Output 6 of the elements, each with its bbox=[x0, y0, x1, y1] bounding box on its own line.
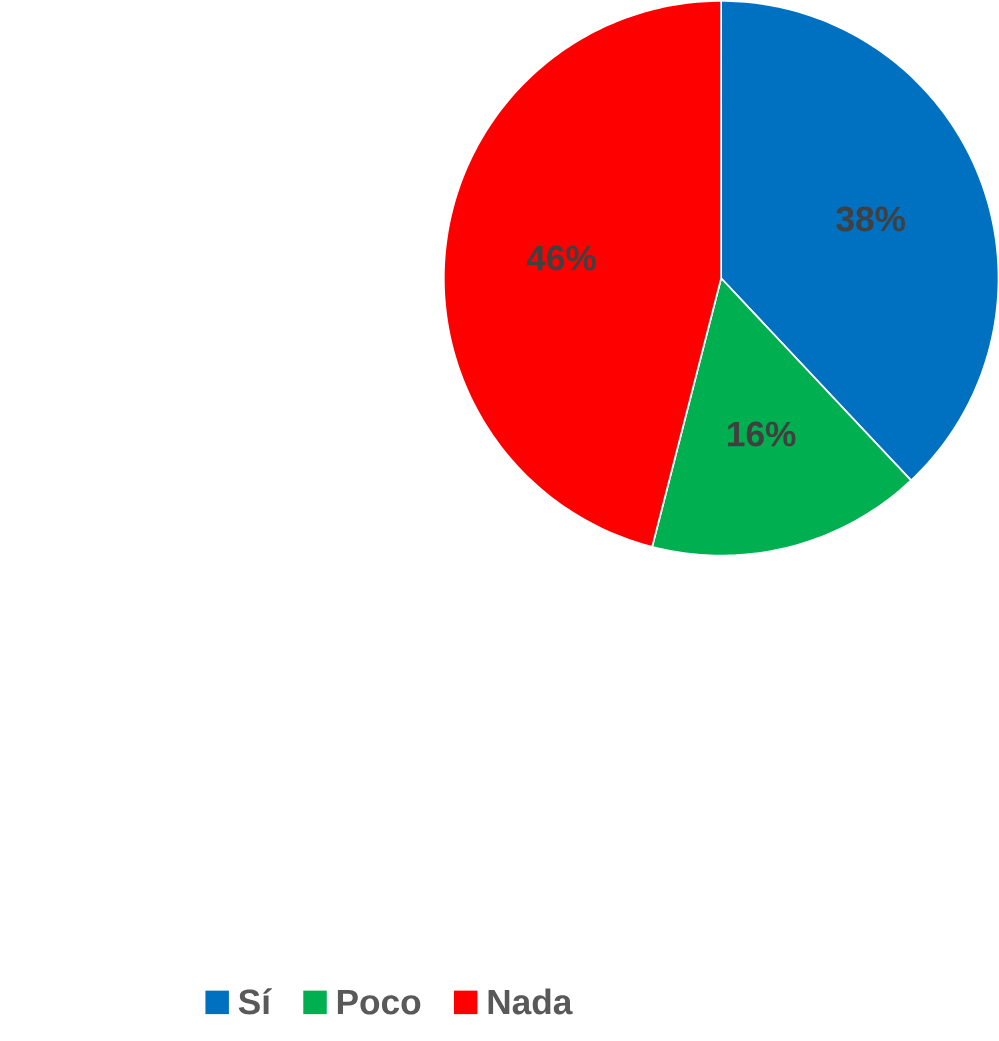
data-label: 46% bbox=[526, 245, 596, 271]
legend-label: Poco bbox=[337, 989, 421, 1015]
data-label: 16% bbox=[727, 421, 796, 447]
data-label: 38% bbox=[836, 206, 905, 232]
legend-label: Sí bbox=[238, 988, 272, 1015]
legend-label: Nada bbox=[488, 988, 573, 1015]
